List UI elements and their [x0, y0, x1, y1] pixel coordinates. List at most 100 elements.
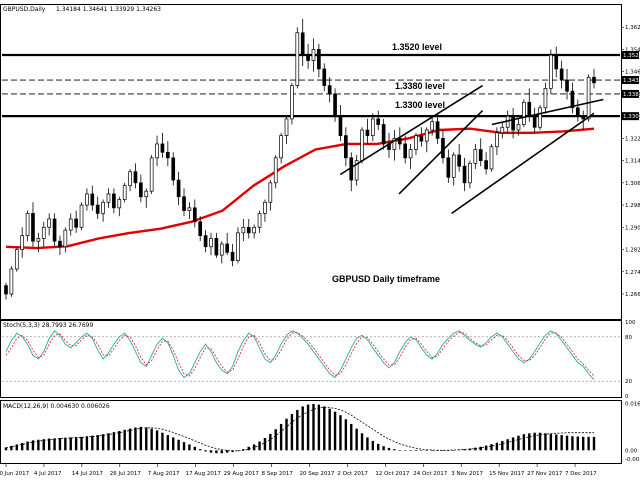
macd-hist-bar	[511, 437, 515, 451]
macd-hist-bar	[247, 446, 250, 451]
macd-hist-bar	[565, 435, 569, 451]
macd-hist-bar	[236, 450, 240, 451]
macd-hist-bar	[393, 449, 396, 451]
candle-body	[468, 163, 472, 184]
macd-hist-bar	[220, 450, 223, 454]
macd-hist-bar	[204, 450, 207, 452]
macd-hist-bar	[64, 437, 67, 451]
candle-body	[478, 149, 483, 161]
macd-hist-bar	[501, 440, 504, 451]
macd-hist-bar	[425, 450, 428, 451]
candle-body	[290, 85, 294, 120]
price-tick-label: 1.306	[625, 181, 640, 187]
macd-hist-bar	[139, 426, 143, 451]
candle-body	[257, 213, 262, 228]
macd-hist-bar	[560, 435, 563, 451]
macd-hist-bar	[490, 444, 493, 451]
macd-tick-label: 0.00	[625, 448, 638, 454]
macd-hist-bar	[58, 438, 62, 451]
time-axis: 20 Jun 2017 4 Jul 2017 14 Jul 2017 26 Jul 2…	[0, 464, 597, 477]
macd-hist-bar	[42, 439, 45, 451]
candle-body	[166, 151, 170, 159]
candle-body	[85, 193, 89, 206]
candle-body	[317, 49, 321, 70]
macd-hist-bar	[301, 406, 304, 451]
candle-body	[68, 218, 73, 231]
price-tick-label: 1.290	[625, 225, 640, 231]
macd-hist-bar	[312, 404, 315, 451]
macd-hist-bar	[279, 423, 283, 451]
channel-line	[339, 84, 484, 176]
time-tick-label: 15 Nov 2017	[489, 471, 525, 477]
candle-body	[333, 93, 337, 117]
price-tick-label: 1.346	[625, 70, 640, 76]
macd-hist-bar	[571, 436, 574, 451]
macd-hist-bar	[47, 438, 51, 451]
candle-body	[376, 118, 381, 125]
stoch-pane-frame	[0, 320, 622, 398]
candle-body	[236, 232, 240, 261]
candle-body	[403, 143, 408, 159]
trend-channel-lines	[339, 84, 604, 215]
price-axis: 1.362 1.354 1.346 1.338 1.330 1.322 1.314 1.306…	[621, 25, 640, 298]
macd-hist-bar	[150, 428, 153, 451]
candle-body	[338, 115, 343, 136]
candle-body	[500, 126, 505, 134]
candle-body	[133, 171, 138, 184]
candle-body	[484, 160, 488, 170]
macd-hist-bar	[409, 450, 412, 451]
time-tick-label: 3 Nov 2017	[451, 471, 483, 477]
candle-body	[241, 226, 246, 234]
candle-body	[214, 238, 219, 256]
candle-body	[225, 243, 230, 253]
macd-hist-bar	[107, 433, 110, 451]
candle-body	[279, 135, 283, 159]
macd-hist-bar	[53, 438, 56, 451]
macd-hist-bar	[112, 432, 116, 451]
macd-hist-bar	[74, 437, 78, 451]
candlestick-series	[4, 18, 596, 300]
macd-hist-bar	[350, 423, 353, 451]
candle-body	[203, 235, 208, 248]
candle-body	[198, 221, 203, 236]
candle-body	[570, 90, 575, 109]
level-tag-label: 1.330	[623, 114, 639, 120]
time-tick-label: 24 Oct 2017	[413, 471, 448, 477]
main-pane-frame	[0, 4, 622, 320]
candle-body	[101, 201, 105, 214]
candle-body	[90, 193, 95, 206]
candle-body	[160, 143, 165, 153]
macd-hist-bar	[31, 440, 35, 451]
candle-body	[435, 121, 440, 139]
candle-body	[543, 88, 548, 109]
candle-body	[25, 213, 30, 236]
candle-body	[381, 124, 386, 145]
candle-body	[263, 201, 267, 214]
macd-hist-bar	[80, 436, 83, 451]
candle-body	[230, 251, 235, 261]
candle-body	[306, 54, 310, 61]
candle-body	[527, 101, 532, 117]
candle-body	[41, 226, 46, 239]
macd-hist-bar	[274, 429, 277, 451]
candle-body	[446, 157, 451, 178]
candle-body	[155, 143, 159, 159]
macd-hist-bar	[587, 436, 590, 451]
candle-body	[419, 135, 424, 142]
candle-body	[52, 218, 57, 242]
macd-hist-bar	[199, 449, 202, 451]
macd-hist-bar	[414, 450, 418, 451]
time-tick-label: 8 Sep 2017	[262, 471, 294, 477]
candle-body	[311, 49, 316, 61]
candle-body	[495, 132, 499, 148]
price-tick-label: 1.282	[625, 248, 640, 254]
macd-hist-bar	[366, 437, 369, 451]
macd-hist-bar	[285, 418, 288, 451]
macd-hist-bar	[474, 447, 477, 451]
macd-hist-bar	[592, 436, 596, 451]
candle-body	[95, 204, 100, 214]
macd-hist-bar	[582, 436, 585, 451]
candle-body	[182, 196, 186, 211]
macd-hist-bar	[26, 441, 29, 451]
price-tick-label: 1.314	[625, 159, 640, 165]
